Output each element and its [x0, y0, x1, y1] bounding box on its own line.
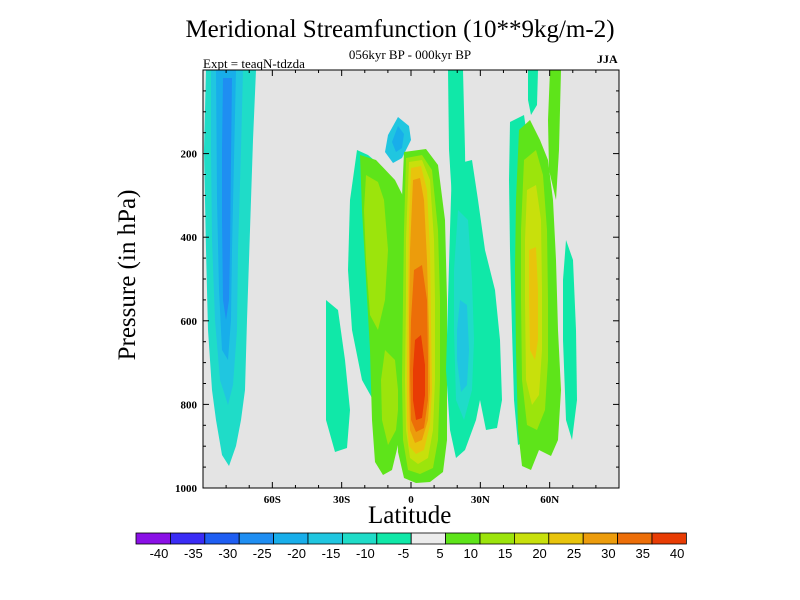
colorbar-swatch [582, 532, 619, 545]
north-cell-top-streak [548, 70, 561, 200]
north-cell-east-sliver [563, 240, 577, 440]
colorbar-label: 30 [601, 546, 615, 561]
season-label: JJA [597, 52, 618, 66]
colorbar-label: -25 [253, 546, 272, 561]
colorbar-label: 35 [636, 546, 650, 561]
x-axis-label: Latitude [368, 502, 452, 529]
colorbar-swatch [445, 532, 481, 545]
y-tick-label: 1000 [175, 483, 198, 495]
y-tick-label: 800 [181, 399, 198, 411]
tropical-band-yellowgreen-low [381, 350, 399, 445]
tropical-west-sliver [326, 300, 350, 452]
y-tick-label: 200 [181, 149, 198, 161]
colorbar-swatch [273, 532, 309, 545]
colorbar-label: -10 [356, 546, 375, 561]
y-tick-label: 400 [181, 232, 198, 244]
subtropical-band-inner [457, 300, 469, 392]
colorbar-label: 15 [498, 546, 512, 561]
colorbar-swatch [135, 532, 171, 545]
colorbar-label: 25 [567, 546, 581, 561]
colorbar-swatch [238, 532, 274, 545]
colorbar-swatch [479, 532, 515, 545]
x-tick-label: 30N [471, 494, 490, 506]
colorbar-swatch [169, 532, 206, 545]
x-tick-label: 60S [264, 494, 281, 506]
equatorial-cell-core [413, 335, 425, 420]
experiment-label: Expt = teaqN-tdzda [203, 56, 305, 71]
colorbar-label: 5 [436, 546, 443, 561]
colorbar-label: -40 [150, 546, 169, 561]
colorbar-label: -15 [322, 546, 341, 561]
north-cell-core [529, 247, 538, 360]
colorbar-swatch [410, 532, 447, 545]
colorbar-swatch [514, 532, 550, 545]
axis-ticks: 200 400 600 800 1000 60S 30S 0 30N 60N [175, 70, 619, 506]
colorbar-label: -30 [218, 546, 237, 561]
x-tick-label: 30S [333, 494, 350, 506]
colorbar-swatch [376, 532, 412, 545]
colorbar-swatch [651, 532, 687, 545]
y-tick-label: 600 [181, 316, 198, 328]
chart-title: Meridional Streamfunction (10**9kg/m-2) [185, 16, 615, 43]
south-cell-core [222, 78, 232, 320]
contour-fields [204, 70, 577, 483]
colorbar-label: 40 [670, 546, 684, 561]
colorbar-label: -5 [398, 546, 410, 561]
north-cell-left-streak [528, 70, 538, 115]
colorbar: -40 -35 -30 -25 -20 -15 -10 -5 5 10 15 20 25 30 35 40 [135, 532, 687, 561]
colorbar-label: 10 [464, 546, 478, 561]
tropical-band-yellowgreen [364, 175, 388, 330]
colorbar-label: -35 [184, 546, 203, 561]
colorbar-label: -20 [287, 546, 306, 561]
colorbar-label: 20 [532, 546, 546, 561]
x-tick-label: 60N [540, 494, 559, 506]
upper-negative-blob-core [392, 126, 404, 152]
colorbar-swatch [204, 532, 240, 545]
colorbar-swatch [617, 532, 653, 545]
x-tick-label: 0 [408, 494, 414, 506]
colorbar-swatch [548, 532, 584, 545]
colorbar-swatch [341, 532, 378, 545]
colorbar-swatch [307, 532, 343, 545]
chart-subtitle: 056kyr BP - 000kyr BP [348, 47, 472, 62]
